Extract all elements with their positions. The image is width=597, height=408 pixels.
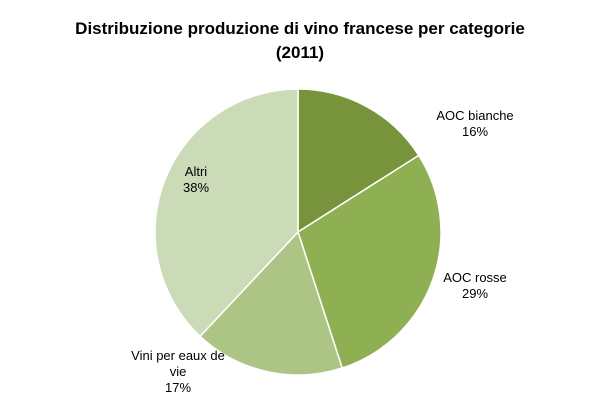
slice-label-altri: Altri 38%	[183, 164, 209, 195]
slice-aoc-bianche	[297, 88, 420, 234]
chart-title: Distribuzione produzione di vino frances…	[75, 19, 525, 38]
slice-value-vini-per-eaux-de-vie: 17%	[165, 380, 191, 395]
slice-label-vini-per-eaux-de-vie: Vini per eaux de vie 17%	[131, 348, 225, 395]
slice-value-altri: 38%	[183, 180, 209, 195]
chart-subtitle: (2011)	[276, 43, 324, 62]
slice-label-aoc-rosse: AOC rosse 29%	[443, 270, 507, 301]
pie-labels: AOC bianche 16% AOC rosse 29% Vini per eaux …	[131, 108, 514, 395]
slice-aoc-rosse	[297, 154, 442, 369]
slice-altri	[154, 88, 299, 338]
slice-value-aoc-bianche: 16%	[462, 124, 488, 139]
slice-label-aoc-bianche: AOC bianche 16%	[436, 108, 513, 139]
slice-vini-per-eaux-de-vie	[199, 230, 344, 376]
slice-value-aoc-rosse: 29%	[462, 286, 488, 301]
pie-slices	[154, 88, 442, 376]
